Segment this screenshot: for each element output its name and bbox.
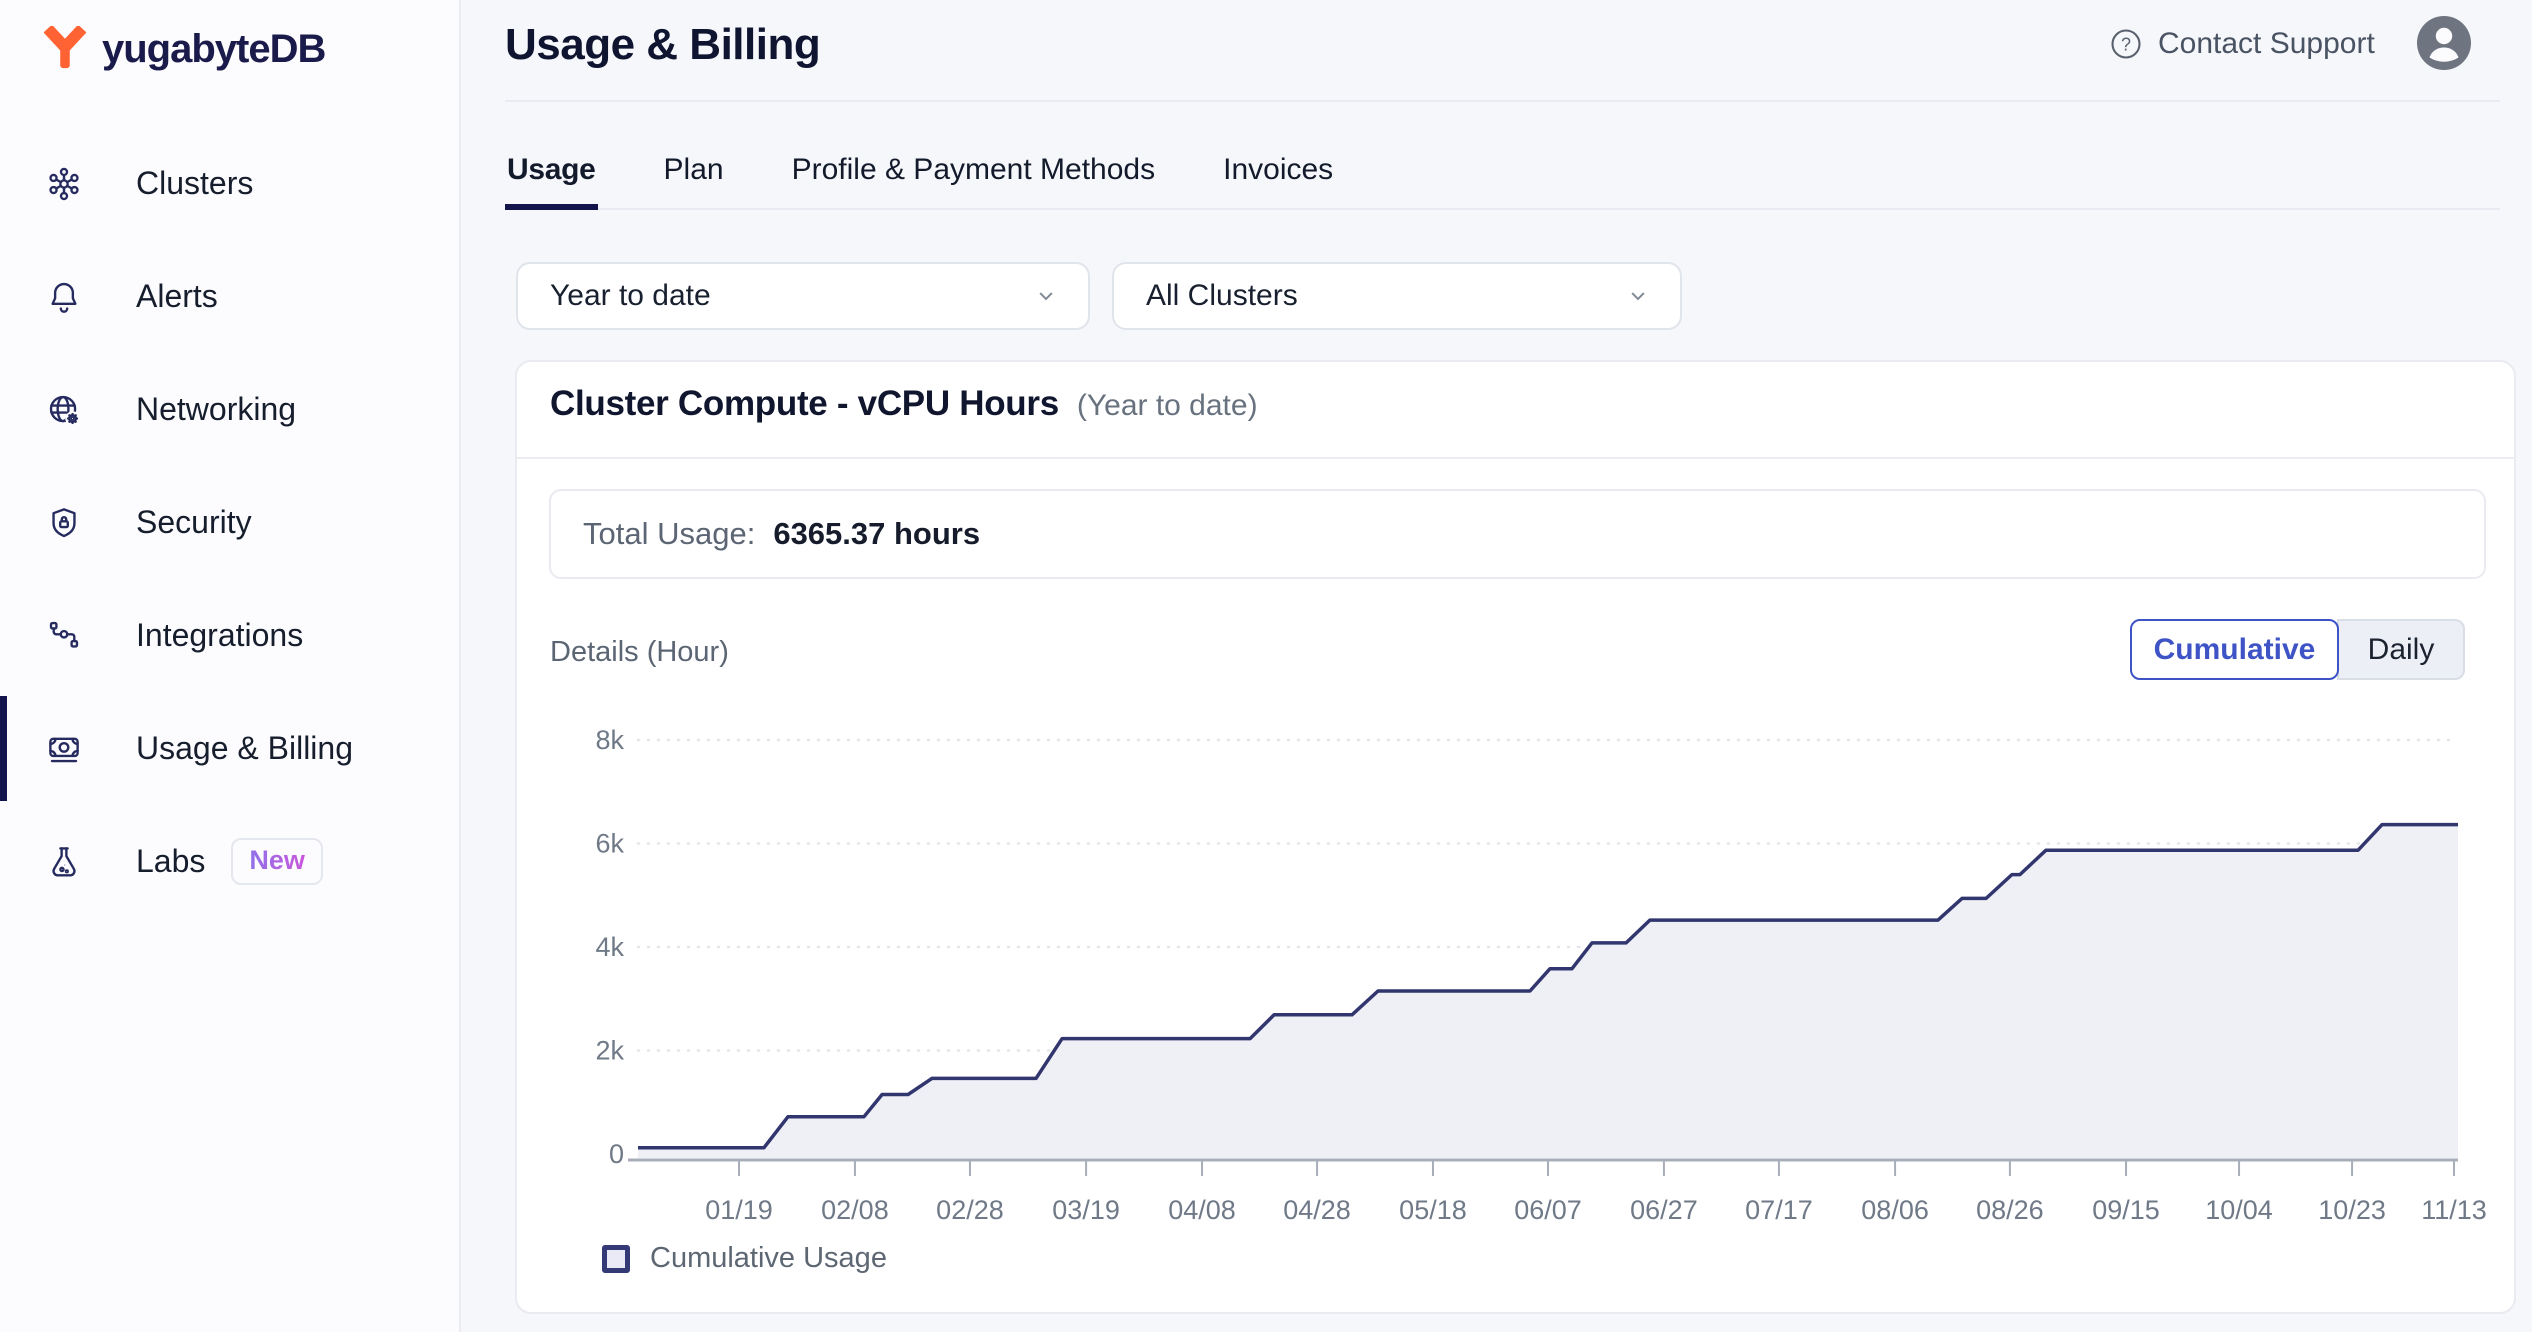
svg-text:4k: 4k: [595, 932, 624, 962]
svg-text:03/19: 03/19: [1052, 1195, 1120, 1225]
user-avatar[interactable]: [2417, 16, 2471, 70]
sidebar-item-integrations[interactable]: Integrations: [0, 579, 459, 692]
sidebar-item-security[interactable]: Security: [0, 466, 459, 579]
chevron-down-icon: [1032, 282, 1060, 310]
svg-text:10/23: 10/23: [2318, 1195, 2386, 1225]
sidebar-item-label: Labs: [136, 843, 205, 880]
usage-card-header: Cluster Compute - vCPU Hours (Year to da…: [550, 384, 1258, 424]
legend-cumulative-usage[interactable]: Cumulative Usage: [602, 1242, 887, 1275]
svg-text:04/28: 04/28: [1283, 1195, 1351, 1225]
sidebar-item-label: Networking: [136, 391, 296, 428]
networking-icon: [45, 391, 83, 429]
page-title: Usage & Billing: [505, 20, 820, 70]
logo-text: yugabyteDB: [102, 27, 325, 72]
chart-x-ticks: [739, 1160, 2454, 1176]
security-icon: [45, 504, 83, 542]
svg-text:07/17: 07/17: [1745, 1195, 1813, 1225]
sidebar-item-label: Alerts: [136, 278, 218, 315]
svg-text:06/27: 06/27: [1630, 1195, 1698, 1225]
total-usage-label: Total Usage:: [583, 516, 755, 552]
cumulative-toggle-button[interactable]: Cumulative: [2130, 619, 2339, 680]
tab-plan[interactable]: Plan: [662, 132, 726, 208]
sidebar-nav: Clusters Alerts Networking Security Inte…: [0, 127, 459, 918]
yugabytedb-logo-icon: [44, 26, 86, 72]
legend-label: Cumulative Usage: [650, 1242, 887, 1275]
usage-card-title: Cluster Compute - vCPU Hours: [550, 384, 1059, 424]
details-label: Details (Hour): [550, 636, 729, 669]
sidebar-item-usage-billing[interactable]: Usage & Billing: [0, 692, 459, 805]
svg-text:01/19: 01/19: [705, 1195, 773, 1225]
view-toggle: Cumulative Daily: [2130, 619, 2465, 680]
tab-profile-payment-methods[interactable]: Profile & Payment Methods: [790, 132, 1158, 208]
billing-icon: [45, 730, 83, 768]
svg-text:06/07: 06/07: [1514, 1195, 1582, 1225]
svg-text:05/18: 05/18: [1399, 1195, 1467, 1225]
sidebar-item-label: Integrations: [136, 617, 303, 654]
clusters-icon: [45, 165, 83, 203]
sidebar-item-label: Security: [136, 504, 252, 541]
new-badge: New: [231, 838, 323, 885]
svg-text:09/15: 09/15: [2092, 1195, 2160, 1225]
svg-text:0: 0: [609, 1139, 624, 1169]
usage-card-subtitle: (Year to date): [1077, 389, 1258, 423]
sidebar-item-clusters[interactable]: Clusters: [0, 127, 459, 240]
sidebar: yugabyteDB Clusters Alerts Networking Se…: [0, 0, 461, 1332]
cluster-select[interactable]: All Clusters: [1112, 262, 1682, 330]
chart-y-labels: 0 2k 4k 6k 8k: [595, 725, 624, 1169]
total-usage-value: 6365.37 hours: [773, 516, 980, 552]
svg-text:08/26: 08/26: [1976, 1195, 2044, 1225]
alerts-icon: [45, 278, 83, 316]
contact-support-label: Contact Support: [2158, 27, 2375, 61]
svg-text:11/13: 11/13: [2421, 1195, 2487, 1225]
contact-support-button[interactable]: ? Contact Support: [2108, 26, 2375, 62]
avatar-person-icon: [2417, 16, 2471, 70]
svg-text:?: ?: [2121, 34, 2131, 54]
header-divider: [505, 100, 2500, 102]
tab-invoices[interactable]: Invoices: [1221, 132, 1335, 208]
sidebar-item-label: Usage & Billing: [136, 730, 353, 767]
help-question-icon: ?: [2108, 26, 2144, 62]
total-usage-box: Total Usage: 6365.37 hours: [549, 489, 2486, 579]
svg-text:02/28: 02/28: [936, 1195, 1004, 1225]
time-range-value: Year to date: [550, 279, 1032, 313]
svg-text:04/08: 04/08: [1168, 1195, 1236, 1225]
sidebar-item-label: Clusters: [136, 165, 253, 202]
chart-area-fill: [638, 825, 2458, 1158]
labs-icon: [45, 843, 83, 881]
chevron-down-icon: [1624, 282, 1652, 310]
svg-text:10/04: 10/04: [2205, 1195, 2273, 1225]
integrations-icon: [45, 617, 83, 655]
usage-area-chart: 01/19 02/08 02/28 03/19 04/08 04/28 05/18 06/07…: [562, 714, 2518, 1234]
chart-x-labels: 01/19 02/08 02/28 03/19 04/08 04/28 05/18 06/07…: [705, 1195, 2487, 1225]
time-range-select[interactable]: Year to date: [516, 262, 1090, 330]
svg-text:6k: 6k: [595, 829, 624, 859]
card-divider: [517, 457, 2514, 459]
cluster-value: All Clusters: [1146, 279, 1624, 313]
tab-usage[interactable]: Usage: [505, 132, 598, 208]
usage-card: Cluster Compute - vCPU Hours (Year to da…: [515, 360, 2516, 1314]
sidebar-item-alerts[interactable]: Alerts: [0, 240, 459, 353]
sidebar-item-labs[interactable]: Labs New: [0, 805, 459, 918]
legend-checkbox[interactable]: [602, 1245, 630, 1273]
svg-text:2k: 2k: [595, 1036, 624, 1066]
daily-toggle-button[interactable]: Daily: [2337, 619, 2465, 680]
billing-tabs: Usage Plan Profile & Payment Methods Invoic…: [505, 132, 2500, 210]
sidebar-item-networking[interactable]: Networking: [0, 353, 459, 466]
svg-text:02/08: 02/08: [821, 1195, 889, 1225]
svg-text:08/06: 08/06: [1861, 1195, 1929, 1225]
svg-text:8k: 8k: [595, 725, 624, 755]
yugabytedb-logo[interactable]: yugabyteDB: [44, 26, 325, 72]
